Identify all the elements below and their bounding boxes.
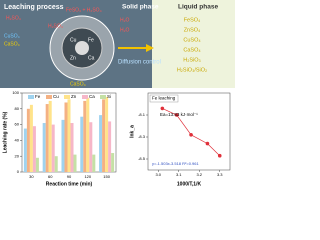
legend-swatch <box>28 95 34 99</box>
x-axis-label: Reaction time (min) <box>46 181 93 187</box>
particle-center <box>75 41 89 55</box>
reaction: FeSO₄ + H₂SO₄ <box>66 7 102 13</box>
reaction: H₂O <box>120 17 130 23</box>
point <box>217 153 222 158</box>
liquid-species: H₂SiO₃/SiO₂ <box>177 67 207 73</box>
y-axis-label: lnk_a <box>129 125 135 138</box>
bar <box>111 153 115 172</box>
bar <box>26 108 30 172</box>
bar <box>42 123 46 172</box>
x-tick-label: 150 <box>103 174 110 179</box>
particle-label: Zn <box>70 55 76 61</box>
liquid-species: CuSO₄ <box>183 37 201 43</box>
y-tick-label: -8.3 <box>138 134 146 139</box>
y-tick-label: 40 <box>15 137 20 142</box>
bar <box>92 154 96 172</box>
bar <box>29 104 33 172</box>
reaction: CuSO₄ <box>4 33 20 39</box>
x-tick-label: 3.2 <box>196 172 202 177</box>
bar <box>105 96 109 172</box>
y-tick-label: 60 <box>15 122 20 127</box>
graphic: Leaching process Solid phase Liquid phas… <box>0 0 235 189</box>
x-tick-label: 3.0 <box>155 172 161 177</box>
x-tick-label: 30 <box>29 174 34 179</box>
chart-title: Fe leaching <box>152 96 176 101</box>
x-tick-label: 60 <box>48 174 53 179</box>
point <box>189 133 193 137</box>
bar <box>108 121 112 172</box>
y-tick-label: 80 <box>15 106 20 111</box>
panel-title: Leaching process <box>4 4 64 11</box>
legend-swatch <box>64 95 70 99</box>
legend-swatch <box>46 95 52 99</box>
reaction: H₂SO₄ <box>6 15 21 21</box>
bar <box>32 126 36 172</box>
bar <box>23 128 27 172</box>
bar <box>64 102 68 172</box>
bar <box>35 157 39 172</box>
bar <box>45 104 49 172</box>
reaction: CaSO₄ <box>4 41 20 47</box>
liquid-species: ZnSO₄ <box>184 27 201 33</box>
bar <box>80 116 84 172</box>
annotation: Ea=13.83 kJ·mol⁻¹ <box>160 112 198 117</box>
x-tick-label: 3.3 <box>217 172 223 177</box>
bar <box>86 97 90 172</box>
bar <box>89 122 93 172</box>
legend-swatch <box>82 95 88 99</box>
bar <box>54 156 58 172</box>
liquid-species: FeSO₄ <box>184 17 201 23</box>
bar <box>51 124 55 172</box>
bar <box>99 115 103 172</box>
bar <box>67 99 71 172</box>
point <box>205 141 210 146</box>
bar <box>73 154 77 172</box>
particle-label: Cu <box>70 37 77 43</box>
particle-label: Fe <box>88 37 94 43</box>
x-axis-label: 1000/T,1/K <box>177 181 202 187</box>
plot-frame <box>147 92 231 171</box>
chart-area <box>0 89 235 189</box>
panel-title: Solid phase <box>122 4 159 11</box>
point <box>160 106 165 111</box>
x-tick-label: 3.1 <box>176 172 182 177</box>
bar <box>61 119 65 172</box>
legend-swatch <box>100 95 106 99</box>
liquid-species: H₂SiO₃ <box>183 57 201 63</box>
y-axis-label: Leaching rate (%) <box>2 111 8 153</box>
point <box>174 113 179 117</box>
y-tick-label: -8.5 <box>138 156 146 161</box>
liquid-panel <box>152 0 235 88</box>
y-tick-label: -8.1 <box>138 112 146 117</box>
legend-label: Ca <box>89 94 95 99</box>
legend-label: Si <box>107 94 111 99</box>
reaction: CaSO₄ <box>70 81 86 87</box>
legend-label: Cu <box>53 94 59 99</box>
legend-label: Fe <box>35 94 41 99</box>
title-box <box>149 94 179 103</box>
liquid-species: CaSO₄ <box>183 47 201 53</box>
y-tick-label: 0 <box>17 169 20 174</box>
bar <box>70 123 74 172</box>
reaction: H₂SO₄ <box>48 23 63 29</box>
x-tick-label: 120 <box>84 174 91 179</box>
diffusion-label: Diffusion control <box>118 60 161 66</box>
panel-title: Liquid phase <box>178 4 218 11</box>
page: Leaching process Solid phase Liquid phas… <box>0 0 235 189</box>
y-tick-label: 20 <box>15 153 20 158</box>
reaction: H₂O <box>120 27 130 33</box>
y-tick-label: 100 <box>12 90 19 95</box>
x-tick-label: 90 <box>67 174 72 179</box>
bar <box>83 100 87 172</box>
particle-label: Ca <box>88 55 95 61</box>
legend-label: Zn <box>71 94 77 99</box>
annotation: y=-1.503x-3.518 R²=0.961 <box>152 161 199 166</box>
bar <box>48 100 52 172</box>
bar <box>102 99 106 172</box>
